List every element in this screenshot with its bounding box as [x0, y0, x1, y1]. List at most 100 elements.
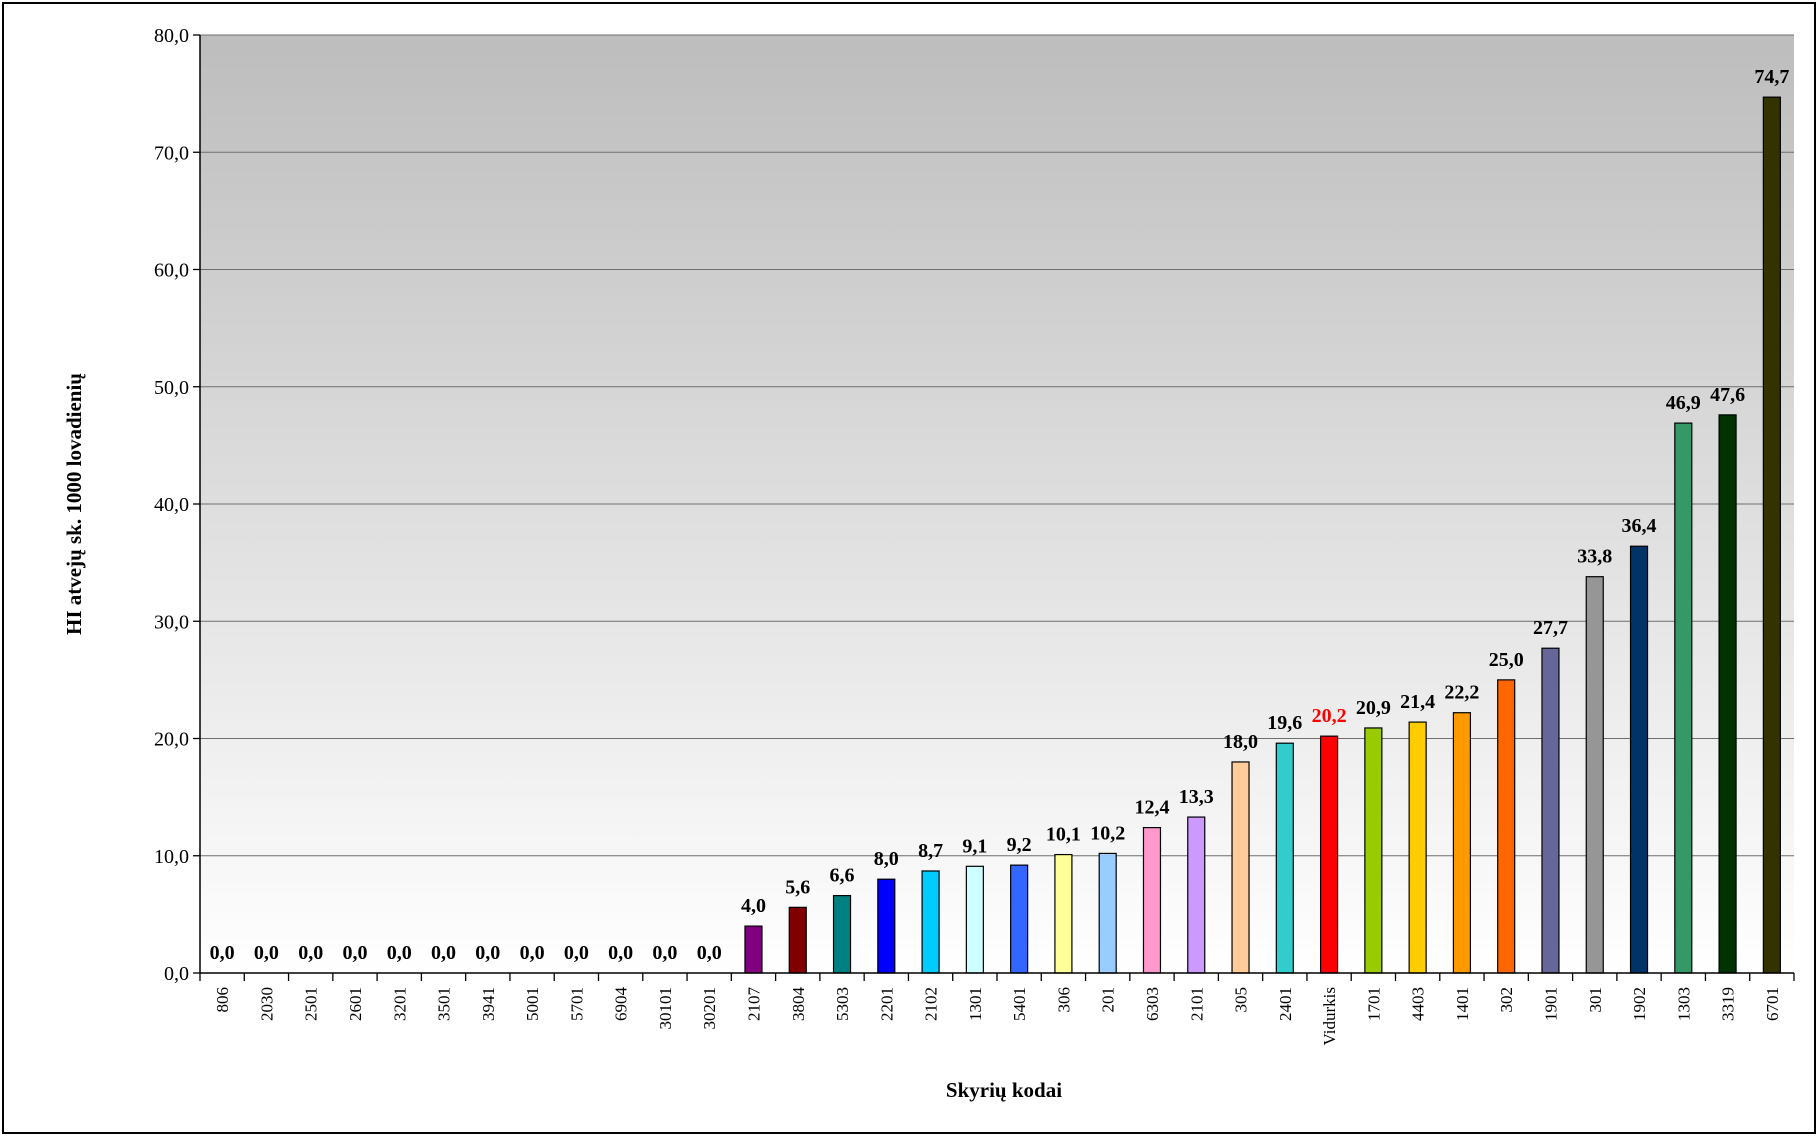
x-category-label: 2101: [1187, 987, 1206, 1021]
value-label: 25,0: [1489, 649, 1524, 671]
y-tick-label: 0,0: [164, 963, 189, 985]
x-category-label: 2401: [1276, 987, 1295, 1021]
bar-3319: [1718, 414, 1737, 974]
x-category-label: Vidurkis: [1320, 987, 1339, 1045]
value-label: 0,0: [254, 942, 279, 964]
x-category-label: 305: [1232, 987, 1251, 1013]
bar-6303: [1142, 827, 1162, 974]
x-category-label: 1301: [966, 987, 985, 1021]
bar-201: [1098, 852, 1117, 974]
bar-301: [1585, 576, 1604, 974]
x-category-label: 2601: [346, 987, 365, 1021]
value-label: 0,0: [475, 942, 500, 964]
value-label: 13,3: [1179, 786, 1214, 808]
y-tick-label: 10,0: [154, 846, 189, 868]
x-category-label: 302: [1497, 987, 1516, 1013]
x-category-label: 1701: [1364, 987, 1383, 1021]
x-category-label: 5303: [833, 987, 852, 1021]
labels: 0,0 806 0,0 2030 0,0 2501 0,0 2601 0,0 3201 0,0 350…: [210, 66, 1790, 1045]
bar-chart: 0,0 10,0 20,0 30,0 40,0 50,0 60,0 70,0 80,0 0,0 8…: [62, 25, 1795, 1102]
x-axis-title: Skyrių kodai: [946, 1078, 1062, 1102]
bar-2201: [877, 878, 896, 974]
value-label: 36,4: [1622, 515, 1657, 537]
value-label: 0,0: [608, 942, 633, 964]
value-label: 20,2: [1312, 705, 1347, 727]
bar-1303: [1674, 422, 1693, 974]
bar-1401: [1452, 712, 1472, 974]
x-category-label: 30101: [656, 987, 675, 1030]
value-label: 74,7: [1754, 66, 1789, 88]
bar-5303: [832, 895, 852, 974]
x-category-label: 3501: [435, 987, 454, 1021]
x-category-label: 30201: [700, 987, 719, 1030]
x-category-label: 2102: [922, 987, 941, 1021]
bar-3804: [788, 906, 807, 974]
value-label: 18,0: [1223, 731, 1258, 753]
y-tick-label: 40,0: [154, 494, 189, 516]
value-label: 27,7: [1533, 617, 1568, 639]
x-category-label: 2030: [257, 987, 276, 1021]
bar-2101: [1187, 816, 1206, 974]
value-label: 22,2: [1444, 682, 1479, 704]
value-label: 33,8: [1577, 546, 1612, 568]
x-category-label: 1902: [1630, 987, 1649, 1021]
x-category-label: 2201: [877, 987, 896, 1021]
value-label: 5,6: [785, 876, 810, 898]
value-label: 12,4: [1134, 797, 1169, 819]
x-category-label: 301: [1586, 987, 1605, 1013]
bar-5401: [1010, 864, 1029, 974]
y-axis-title: HI atvejų sk. 1000 lovadienių: [62, 373, 86, 635]
x-category-label: 5001: [523, 987, 542, 1021]
x-category-label: 1901: [1541, 987, 1560, 1021]
value-label: 0,0: [342, 942, 367, 964]
bar-1901: [1541, 647, 1560, 974]
x-category-label: 6701: [1763, 987, 1782, 1021]
x-category-label: 806: [213, 987, 232, 1013]
bar-6701: [1762, 96, 1781, 974]
x-category-label: 1401: [1453, 987, 1472, 1021]
x-category-label: 3201: [390, 987, 409, 1021]
bar-2107: [744, 925, 763, 974]
x-category-label: 6303: [1143, 987, 1162, 1021]
x-category-label: 3319: [1719, 987, 1738, 1021]
x-category-label: 4403: [1409, 987, 1428, 1021]
y-tick-label: 30,0: [154, 611, 189, 633]
value-label: 6,6: [830, 865, 855, 887]
bar-306: [1054, 853, 1073, 974]
x-category-label: 5701: [567, 987, 586, 1021]
value-label: 4,0: [741, 895, 766, 917]
value-label: 0,0: [210, 942, 235, 964]
bar-305: [1231, 761, 1250, 974]
value-label: 0,0: [652, 942, 677, 964]
y-tick-label: 60,0: [154, 260, 189, 282]
value-label: 8,0: [874, 848, 899, 870]
y-tick-label: 20,0: [154, 729, 189, 751]
value-label: 10,1: [1046, 824, 1081, 846]
value-label: 0,0: [387, 942, 412, 964]
value-label: 9,1: [962, 835, 987, 857]
x-category-label: 5401: [1010, 987, 1029, 1021]
x-category-label: 3941: [479, 987, 498, 1021]
y-tick-label: 50,0: [154, 377, 189, 399]
x-category-label: 306: [1054, 987, 1073, 1013]
value-label: 19,6: [1267, 712, 1302, 734]
value-label: 46,9: [1666, 392, 1701, 414]
value-label: 21,4: [1400, 691, 1435, 713]
value-label: 0,0: [520, 942, 545, 964]
value-label: 9,2: [1007, 834, 1032, 856]
bar-1701: [1364, 727, 1383, 974]
x-category-label: 6904: [612, 987, 631, 1022]
bar-1301: [965, 865, 984, 974]
bar-302: [1497, 679, 1516, 974]
bar-1902: [1629, 545, 1649, 974]
bar-2401: [1275, 742, 1294, 974]
value-label: 0,0: [564, 942, 589, 964]
bar-2102: [921, 870, 940, 974]
value-label: 47,6: [1710, 384, 1745, 406]
gridlines: [200, 34, 1794, 857]
x-category-label: 2501: [302, 987, 321, 1021]
value-label: 20,9: [1356, 697, 1391, 719]
value-label: 0,0: [697, 942, 722, 964]
value-label: 0,0: [431, 942, 456, 964]
